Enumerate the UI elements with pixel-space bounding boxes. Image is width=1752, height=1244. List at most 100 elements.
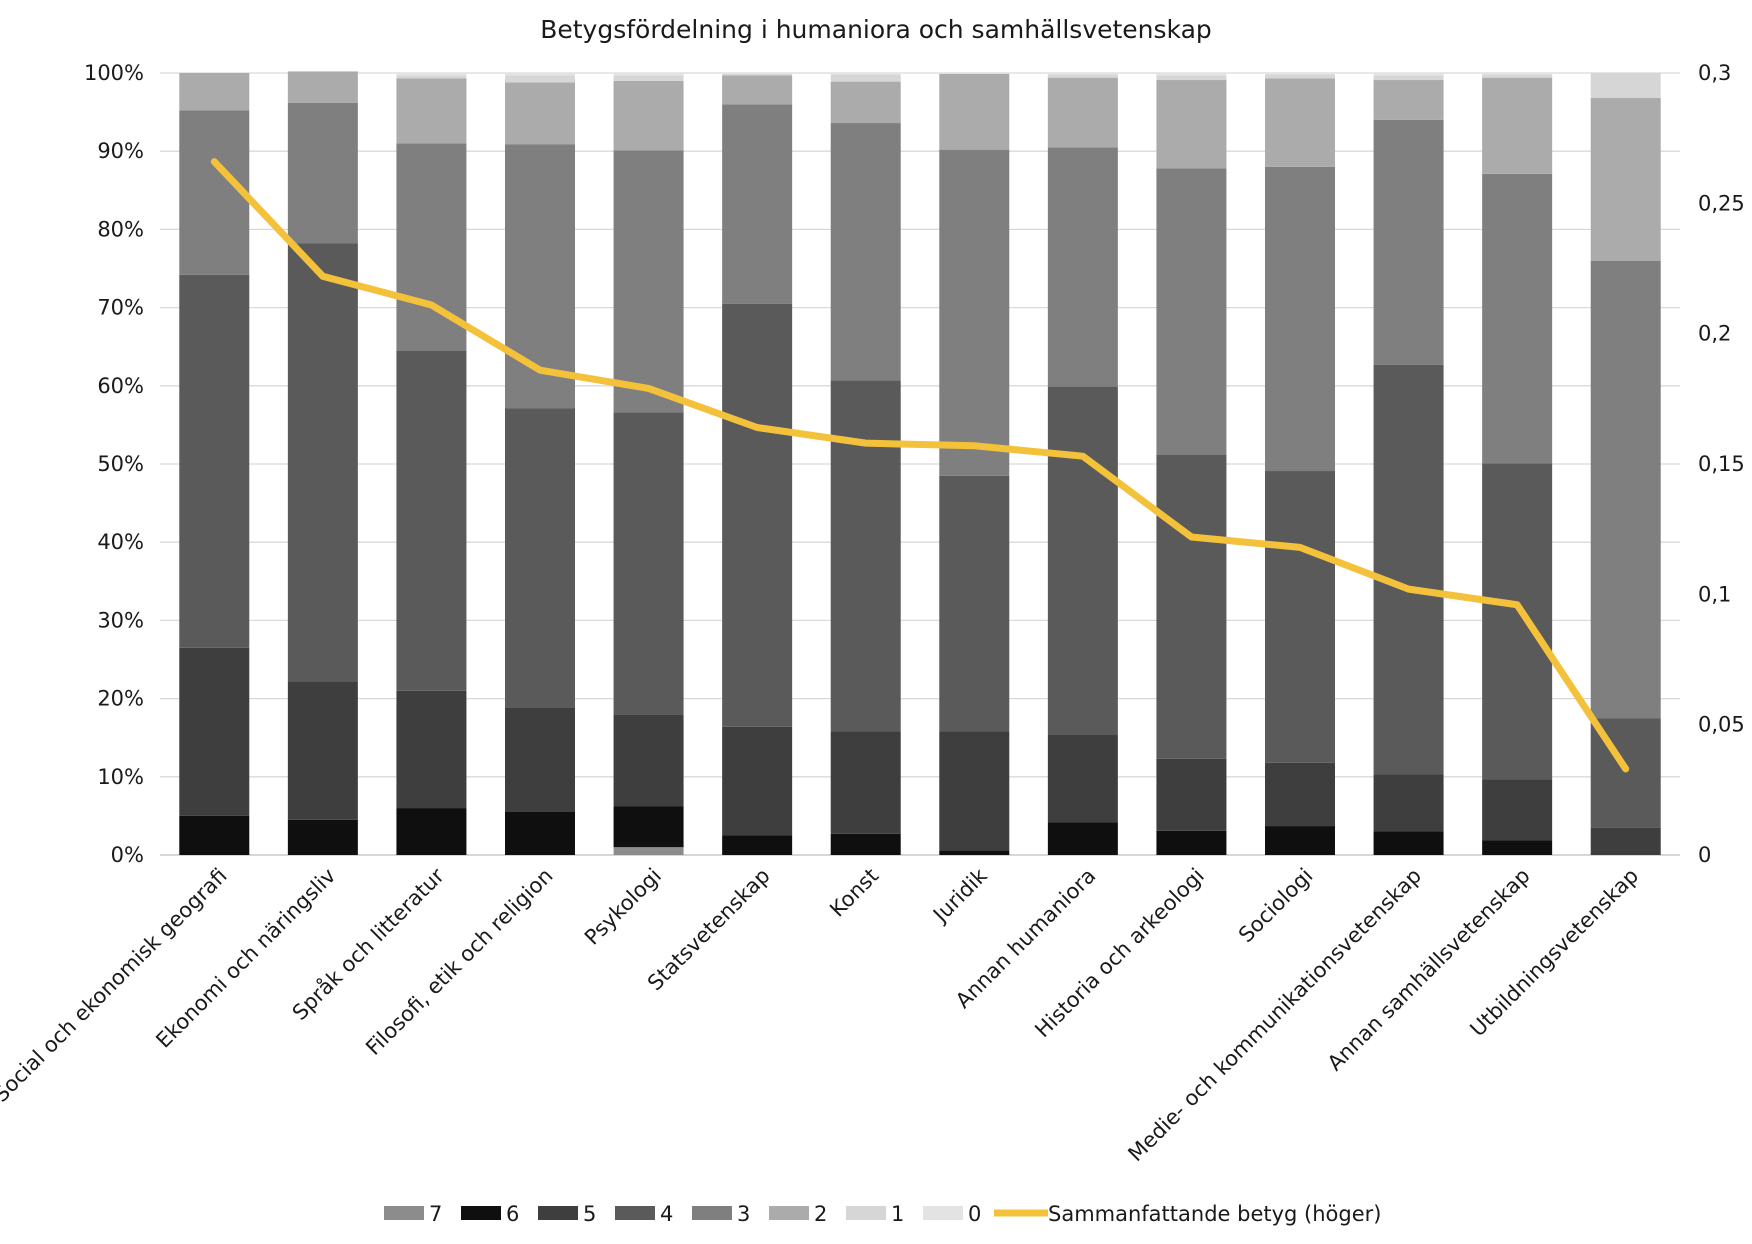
bar-segment — [1482, 779, 1553, 841]
y2-tick-label: 0,3 — [1698, 61, 1731, 85]
bar-segment — [830, 833, 901, 855]
bar-segment — [939, 731, 1010, 851]
bar-segment — [1373, 80, 1444, 120]
bar-segment — [939, 850, 1010, 855]
y2-tick-label: 0,25 — [1698, 191, 1745, 215]
y-tick-label: 50% — [97, 452, 144, 476]
legend: 7 6 5 4 3 2 1 0 Sammanfattande betyg (höger) — [384, 1202, 1381, 1226]
y-tick-label: 80% — [97, 217, 144, 241]
bar-segment — [722, 73, 793, 76]
y-tick-label: 30% — [97, 608, 144, 632]
category-label: Sociologi — [1234, 864, 1318, 948]
bar-segment — [1482, 74, 1553, 78]
bar-segment — [1047, 386, 1118, 735]
bar-segment — [722, 303, 793, 727]
bar-segment — [1047, 77, 1118, 148]
bar-segment — [396, 690, 467, 809]
bar-segment — [1047, 74, 1118, 78]
legend-label: 0 — [968, 1202, 981, 1226]
bar-segment — [1590, 260, 1661, 719]
y-tick-label: 10% — [97, 765, 144, 789]
y-tick-label: 90% — [97, 139, 144, 163]
bar-segment — [722, 73, 793, 74]
left-axis: 0% 10% 20% 30% 40% 50% 60% 70% 80% 90% 100% — [84, 61, 144, 867]
bar-segment — [179, 815, 250, 855]
bar-segment — [396, 73, 467, 76]
bar-segment — [505, 707, 575, 812]
y-tick-label: 20% — [97, 687, 144, 711]
bar-segment — [1156, 830, 1227, 855]
category-label: Juridik — [927, 863, 992, 928]
bar-segment — [613, 73, 684, 76]
bar-segment — [1265, 471, 1335, 763]
bar-segment — [939, 475, 1010, 732]
bar-segment — [505, 75, 575, 83]
bar-segment — [830, 380, 901, 732]
y-tick-label: 0% — [111, 843, 144, 867]
summary-line-path — [210, 158, 1630, 773]
bar-segment — [1373, 119, 1444, 365]
bar-segment — [722, 726, 793, 836]
bar-segment — [396, 808, 467, 855]
bar-segment — [830, 123, 901, 381]
bar-segment — [1590, 73, 1661, 99]
legend-swatch — [846, 1206, 886, 1220]
bar-segment — [1265, 73, 1335, 75]
bar-segment — [1047, 73, 1118, 75]
bar-segment — [830, 74, 901, 82]
bar-segment — [1373, 73, 1444, 76]
bar-segment — [1482, 73, 1553, 75]
category-label: Konst — [825, 864, 883, 922]
bar-segment — [1265, 74, 1335, 79]
y2-tick-label: 0,05 — [1698, 713, 1745, 737]
category-label: Annan samhällsvetenskap — [1323, 864, 1535, 1076]
bar-segment — [939, 73, 1010, 150]
bar-segment — [505, 82, 575, 145]
legend-label: 7 — [429, 1202, 442, 1226]
bars — [179, 71, 1661, 855]
category-label: Ekonomi och näringsliv — [151, 864, 340, 1053]
bar-segment — [722, 835, 793, 855]
bar-segment — [1156, 454, 1227, 759]
bar-segment — [287, 243, 358, 682]
bar-segment — [396, 350, 467, 691]
bar-segment — [1373, 831, 1444, 855]
y2-tick-label: 0,15 — [1698, 452, 1745, 476]
bar-segment — [1156, 168, 1227, 455]
y-tick-label: 60% — [97, 374, 144, 398]
y-tick-label: 40% — [97, 530, 144, 554]
bar-segment — [939, 149, 1010, 476]
bar-segment — [1590, 827, 1661, 855]
bar-segment — [505, 73, 575, 76]
legend-swatch — [461, 1206, 501, 1220]
y-tick-label: 70% — [97, 296, 144, 320]
bar-segment — [613, 80, 684, 151]
y2-tick-label: 0,1 — [1698, 582, 1731, 606]
bar-segment — [1482, 840, 1553, 855]
bar-segment — [1265, 166, 1335, 472]
bar-segment — [287, 102, 358, 244]
bar-segment — [1590, 98, 1661, 261]
bar-segment — [505, 408, 575, 708]
bar-segment — [179, 274, 250, 648]
legend-swatch — [923, 1206, 963, 1220]
bar-segment — [722, 104, 793, 304]
bar-segment — [179, 647, 250, 816]
bar-segment — [1482, 463, 1553, 780]
bar-segment — [1265, 826, 1335, 855]
bar-segment — [1047, 734, 1118, 823]
bar-segment — [505, 811, 575, 855]
bar-segment — [1373, 774, 1444, 832]
y2-tick-label: 0 — [1698, 843, 1711, 867]
bar-segment — [613, 847, 684, 855]
bar-segment — [830, 81, 901, 124]
bar-segment — [1482, 77, 1553, 174]
legend-label: 4 — [660, 1202, 673, 1226]
bar-segment — [1373, 75, 1444, 81]
bar-segment — [830, 73, 901, 75]
legend-swatch — [615, 1206, 655, 1220]
bar-segment — [1047, 822, 1118, 855]
